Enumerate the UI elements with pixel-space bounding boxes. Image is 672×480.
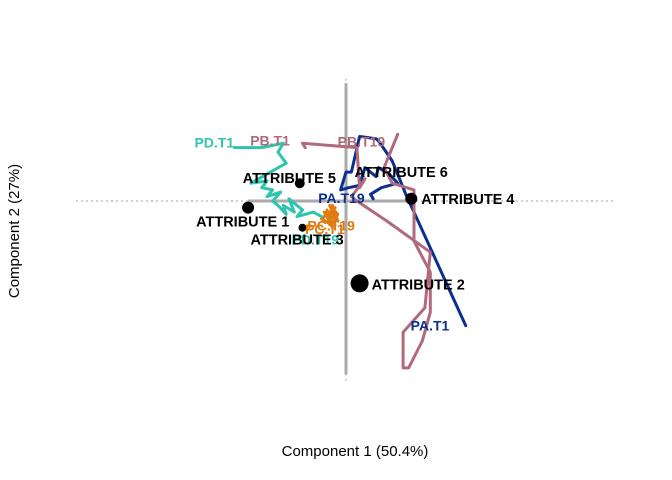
- trajectory-pd-end-label: PD.T19: [292, 232, 340, 248]
- y-axis-title: Component 2 (27%): [6, 164, 23, 298]
- attribute-point-2: [350, 274, 369, 293]
- trajectory-pa-start-label: PA.T1: [411, 318, 450, 334]
- attribute-point-5: [294, 178, 305, 189]
- trajectory-pc: [320, 203, 340, 230]
- trajectory-pb-start-label: PB.T1: [250, 133, 290, 149]
- trajectory-pd: [233, 141, 323, 219]
- attribute-point-1: [242, 201, 255, 214]
- attribute-label-2: ATTRIBUTE 2: [372, 277, 465, 293]
- trajectory-pb: [301, 132, 432, 370]
- trajectory-pc-end-label: PC.T19: [307, 217, 355, 233]
- attribute-axis-bars: [248, 83, 412, 375]
- trajectory-pa: [339, 135, 468, 328]
- trajectory-pc-start-label: PC.T1: [305, 221, 345, 237]
- trajectory-pd-start-label: PD.T1: [194, 135, 234, 151]
- trajectory-pa-end-label: PA.T19: [318, 190, 365, 206]
- attribute-label-5: ATTRIBUTE 5: [243, 171, 336, 187]
- trajectory-pb-end-label: PB.T19: [338, 133, 386, 149]
- trajectories-layer: [233, 132, 468, 370]
- attribute-label-3: ATTRIBUTE 3: [250, 233, 343, 249]
- x-axis-title: Component 1 (50.4%): [282, 443, 429, 460]
- attribute-points-layer: [242, 178, 418, 293]
- attribute-label-6: ATTRIBUTE 6: [355, 165, 448, 181]
- attribute-label-1: ATTRIBUTE 1: [196, 215, 289, 231]
- attribute-point-4: [405, 192, 418, 205]
- attribute-label-4: ATTRIBUTE 4: [421, 192, 514, 208]
- attribute-point-3: [298, 223, 307, 232]
